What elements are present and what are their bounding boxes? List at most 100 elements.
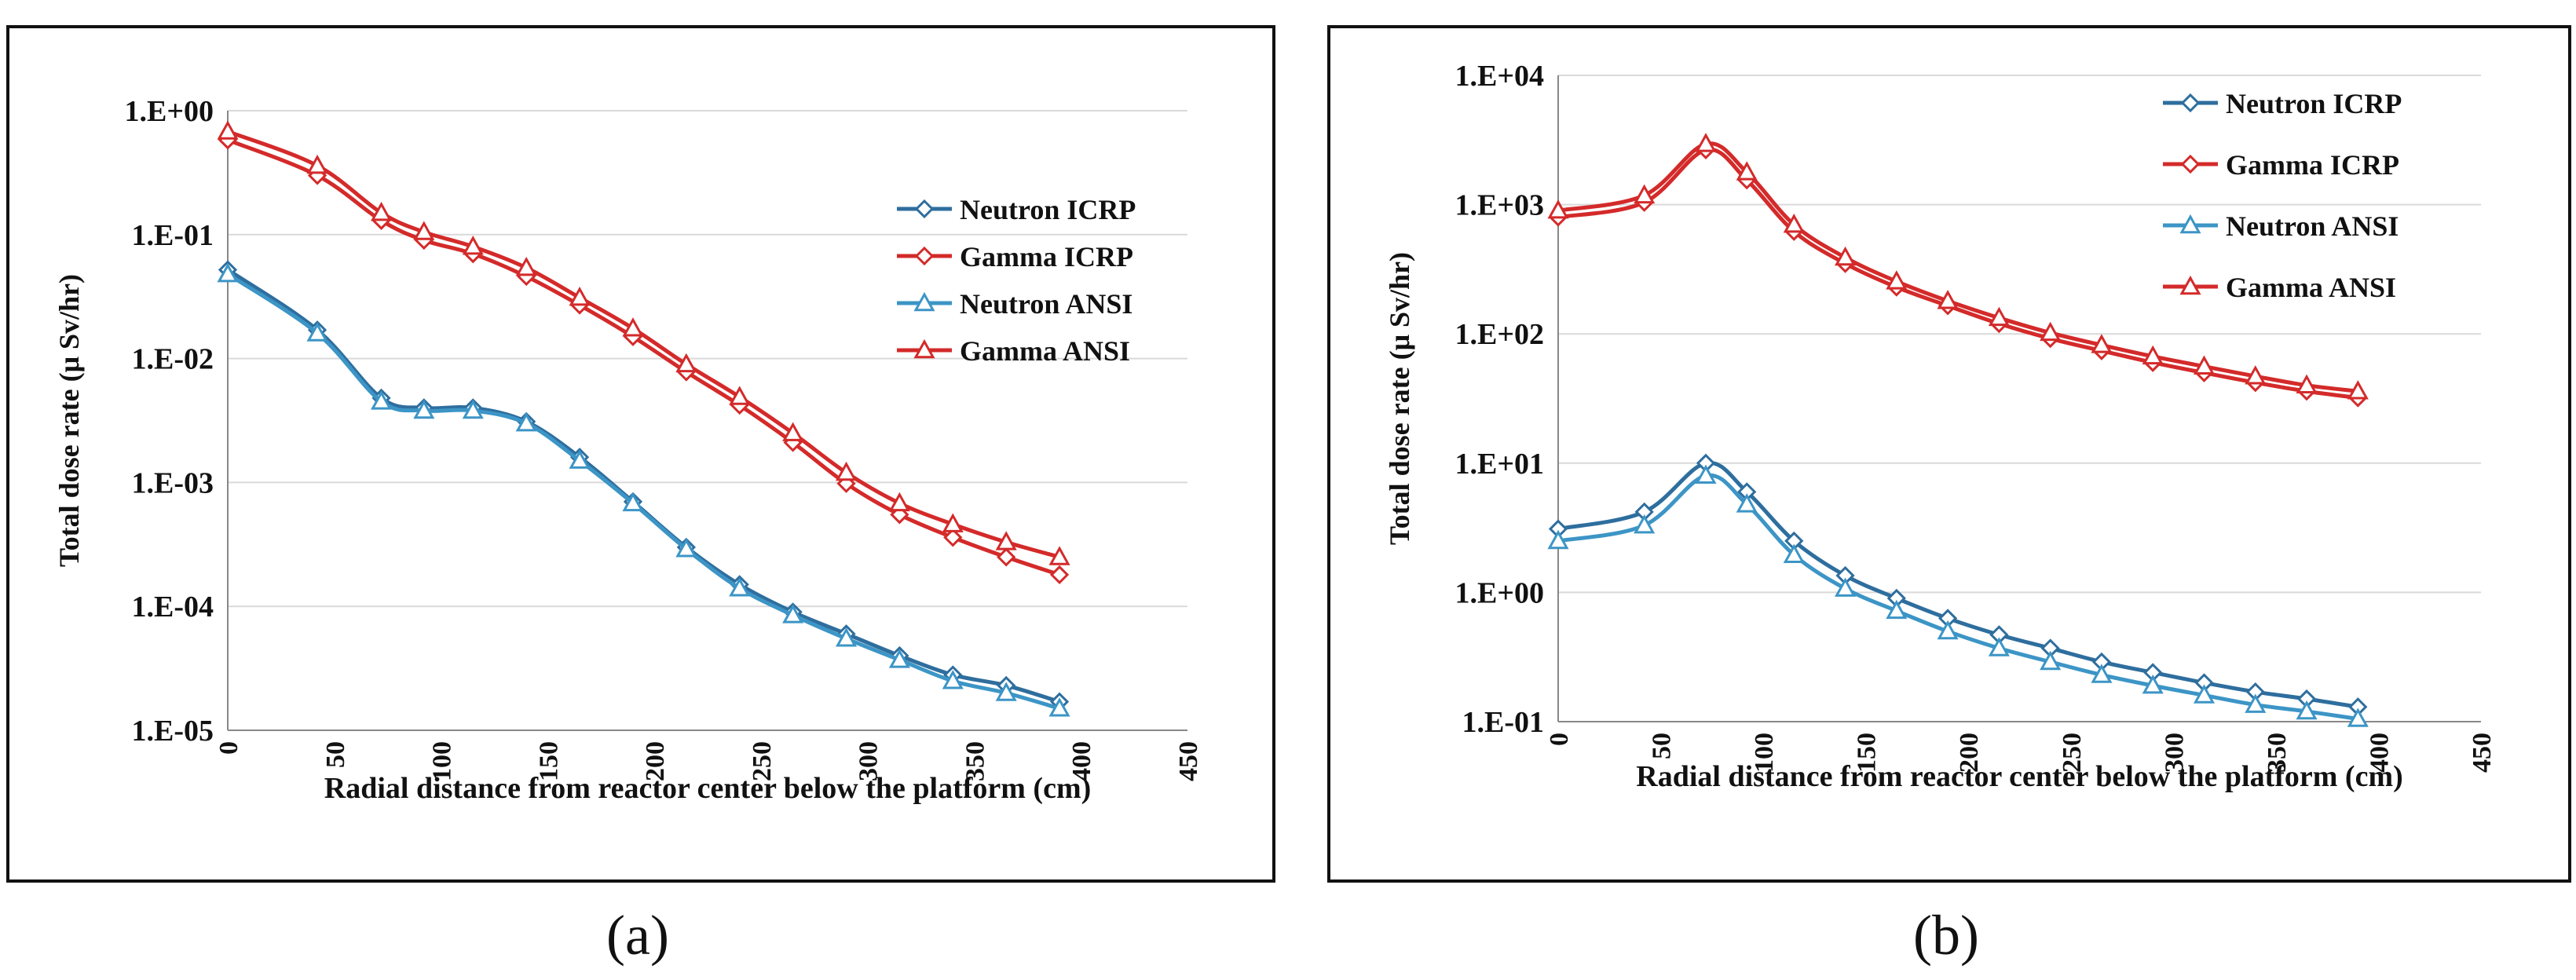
- data-point: [1695, 464, 1717, 485]
- data-point: [2142, 345, 2164, 365]
- data-point: [835, 461, 858, 481]
- data-point: [1695, 133, 1717, 152]
- data-point: [462, 399, 484, 419]
- data-point: [413, 399, 435, 419]
- data-point: [2347, 380, 2369, 400]
- legend-label: Gamma ANSI: [960, 335, 1130, 367]
- data-point: [888, 492, 910, 512]
- legend-swatch-marker: [914, 246, 935, 266]
- y-tick-label: 1.E+04: [1455, 60, 1545, 93]
- data-point: [2040, 321, 2062, 342]
- data-point: [942, 513, 964, 532]
- data-point: [1835, 246, 1857, 266]
- legend-swatch-marker: [914, 199, 935, 219]
- data-point: [1886, 599, 1908, 620]
- series-line: [1557, 141, 2358, 393]
- data-point: [515, 256, 537, 276]
- x-tick-label: 100: [428, 741, 457, 781]
- data-point: [2091, 334, 2113, 353]
- x-tick-label: 200: [641, 741, 670, 781]
- caption-b: (b): [1913, 904, 1979, 967]
- data-point: [2296, 700, 2318, 720]
- y-axis-title: Total dose rate (μ Sv/hr): [53, 274, 85, 567]
- data-point: [569, 286, 591, 306]
- series-gamma-ansi: [217, 120, 1070, 565]
- data-point: [995, 682, 1017, 701]
- data-point: [1634, 184, 1656, 204]
- y-tick-label: 1.E-04: [132, 591, 214, 623]
- x-tick-label: 450: [1174, 741, 1203, 781]
- data-point: [1783, 214, 1805, 233]
- data-point: [1886, 270, 1908, 290]
- legend-label: Neutron ICRP: [960, 194, 1136, 225]
- data-point: [1049, 565, 1070, 585]
- data-point: [622, 492, 644, 512]
- y-tick-label: 1.E-01: [132, 219, 214, 252]
- series-neutron-ansi: [217, 263, 1070, 717]
- y-tick-label: 1.E+02: [1455, 318, 1545, 351]
- legend-swatch-marker: [913, 338, 935, 359]
- x-tick-label: 200: [1955, 733, 1984, 773]
- legend-label: Gamma ICRP: [960, 241, 1133, 272]
- data-point: [569, 449, 591, 469]
- chart-b-svg: 1.E+04 1.E+03 1.E+02 1.E+01 1.E+00 1.E-010 50 1…: [1384, 60, 2497, 793]
- x-axis-title: Radial distance from reactor center belo…: [324, 772, 1092, 805]
- data-point: [2193, 684, 2216, 704]
- x-tick-label: 300: [854, 741, 884, 781]
- data-point: [675, 353, 697, 373]
- series-line: [1557, 473, 2358, 721]
- data-point: [995, 531, 1017, 550]
- legend-a: Neutron ICRP Gamma ICRP Neutron ANSI Gamma …: [897, 194, 1136, 367]
- x-tick-label: 150: [1853, 733, 1882, 773]
- data-point: [1634, 514, 1656, 534]
- data-point: [1937, 620, 1959, 640]
- data-point: [943, 528, 963, 547]
- data-point: [1048, 697, 1070, 717]
- data-point: [1736, 161, 1758, 181]
- caption-a: (a): [606, 904, 669, 967]
- data-point: [2091, 664, 2113, 683]
- legend-swatch-marker: [2180, 154, 2201, 174]
- y-tick-label: 1.E-05: [132, 715, 214, 748]
- data-point: [1547, 199, 1569, 219]
- data-point: [1988, 306, 2010, 327]
- y-tick-label: 1.E+01: [1455, 448, 1545, 481]
- data-point: [1783, 543, 1805, 563]
- data-point: [782, 422, 804, 441]
- data-point: [2193, 355, 2216, 375]
- data-point: [622, 317, 644, 337]
- data-point: [2347, 708, 2369, 727]
- x-tick-label: 450: [2468, 733, 2497, 773]
- data-point: [515, 412, 537, 432]
- legend-b: Neutron ICRP Gamma ICRP Neutron ANSI Gamma …: [2163, 88, 2402, 303]
- data-point: [997, 547, 1016, 567]
- x-tick-label: 400: [2365, 733, 2394, 773]
- data-point: [1048, 546, 1070, 565]
- series-neutron-icrp: [218, 260, 1070, 711]
- data-point: [942, 670, 964, 689]
- legend-swatch-marker: [2179, 214, 2201, 234]
- x-tick-label: 100: [1750, 733, 1779, 773]
- series-neutron-icrp: [1548, 453, 2368, 717]
- x-tick-label: 0: [1545, 733, 1574, 746]
- x-tick-label: 50: [321, 741, 350, 768]
- x-tick-label: 350: [2263, 733, 2292, 773]
- x-tick-label: 250: [2058, 733, 2087, 773]
- legend-label: Neutron ICRP: [2226, 88, 2402, 119]
- legend-label: Neutron ANSI: [2226, 210, 2399, 242]
- y-axis-title: Total dose rate (μ Sv/hr): [1384, 252, 1415, 545]
- series-gamma-ansi: [1547, 133, 2369, 400]
- x-tick-label: 350: [961, 741, 990, 781]
- x-tick-label: 250: [748, 741, 777, 781]
- data-point: [1835, 577, 1857, 597]
- legend-swatch-marker: [2179, 275, 2201, 295]
- y-tick-label: 1.E-03: [132, 466, 214, 499]
- data-point: [1988, 637, 2010, 656]
- y-tick-label: 1.E-01: [1462, 706, 1545, 739]
- y-tick-label: 1.E+03: [1455, 189, 1545, 222]
- x-tick-label: 400: [1067, 741, 1096, 781]
- chart-a-svg: 1.E+00 1.E-01 1.E-02 1.E-03 1.E-04 1.E-050 50 1…: [53, 95, 1203, 805]
- legend-label: Gamma ANSI: [2226, 272, 2396, 303]
- data-point: [835, 627, 858, 647]
- data-point: [2040, 650, 2062, 671]
